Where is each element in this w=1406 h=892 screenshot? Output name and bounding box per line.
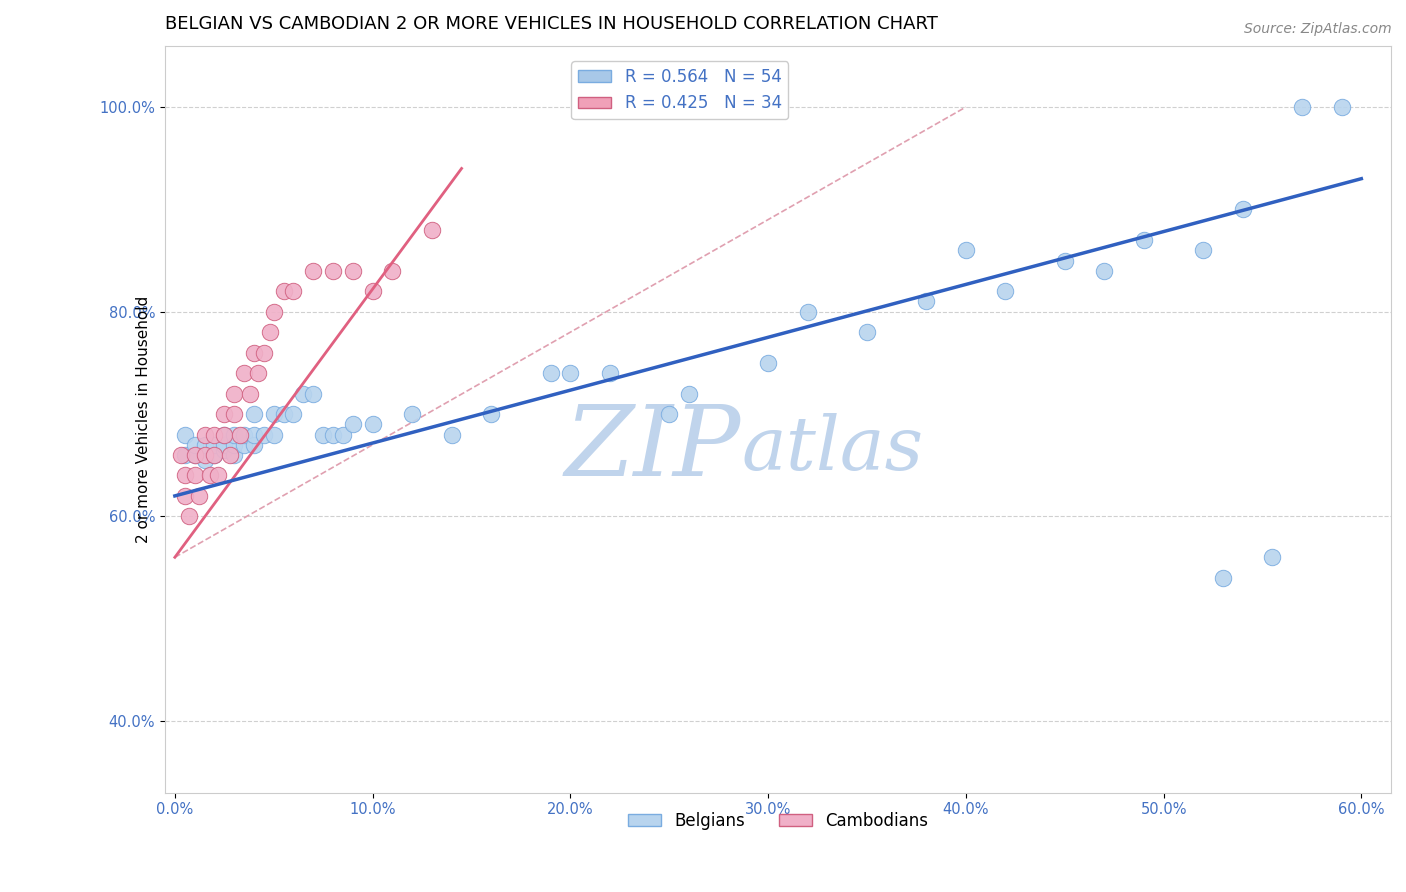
Point — [420, 223, 443, 237]
Point — [322, 427, 344, 442]
Point — [173, 489, 195, 503]
Point — [678, 386, 700, 401]
Text: BELGIAN VS CAMBODIAN 2 OR MORE VEHICLES IN HOUSEHOLD CORRELATION CHART: BELGIAN VS CAMBODIAN 2 OR MORE VEHICLES … — [165, 15, 938, 33]
Point — [214, 442, 236, 457]
Point — [233, 438, 256, 452]
Point — [202, 448, 225, 462]
Point — [955, 244, 977, 258]
Point — [214, 438, 236, 452]
Point — [214, 407, 236, 421]
Point — [263, 407, 285, 421]
Point — [207, 468, 229, 483]
Point — [273, 285, 295, 299]
Point — [1092, 264, 1115, 278]
Point — [302, 264, 325, 278]
Point — [1212, 571, 1234, 585]
Point — [361, 417, 384, 432]
Point — [193, 427, 215, 442]
Text: ZIP: ZIP — [565, 401, 741, 497]
Point — [915, 294, 938, 309]
Point — [173, 468, 195, 483]
Point — [183, 448, 205, 462]
Point — [233, 427, 256, 442]
Point — [177, 509, 200, 524]
Point — [1261, 550, 1284, 565]
Point — [283, 407, 305, 421]
Point — [283, 285, 305, 299]
Point — [173, 427, 195, 442]
Point — [560, 366, 582, 380]
Point — [243, 345, 266, 359]
Point — [246, 366, 269, 380]
Point — [173, 448, 195, 462]
Point — [540, 366, 562, 380]
Point — [219, 448, 242, 462]
Point — [224, 438, 246, 452]
Point — [224, 386, 246, 401]
Point — [1133, 233, 1156, 247]
Point — [183, 468, 205, 483]
Point — [193, 438, 215, 452]
Point — [202, 448, 225, 462]
Point — [243, 407, 266, 421]
Point — [183, 438, 205, 452]
Point — [183, 448, 205, 462]
Point — [239, 386, 262, 401]
Point — [401, 407, 423, 421]
Point — [243, 427, 266, 442]
Point — [381, 264, 404, 278]
Point — [322, 264, 344, 278]
Point — [658, 407, 681, 421]
Point — [224, 427, 246, 442]
Point — [302, 386, 325, 401]
Point — [200, 468, 222, 483]
Point — [796, 304, 818, 318]
Point — [1192, 244, 1215, 258]
Point — [202, 427, 225, 442]
Point — [202, 438, 225, 452]
Point — [273, 407, 295, 421]
Point — [756, 356, 779, 370]
Point — [233, 366, 256, 380]
Point — [856, 325, 879, 339]
Point — [263, 427, 285, 442]
Point — [193, 453, 215, 467]
Point — [259, 325, 281, 339]
Point — [994, 285, 1017, 299]
Point — [1053, 253, 1076, 268]
Point — [263, 304, 285, 318]
Point — [342, 264, 364, 278]
Point — [332, 427, 354, 442]
Text: atlas: atlas — [741, 413, 924, 485]
Point — [253, 427, 276, 442]
Point — [1291, 100, 1313, 114]
Point — [1232, 202, 1254, 217]
Point — [243, 438, 266, 452]
Point — [342, 417, 364, 432]
Y-axis label: 2 or more Vehicles in Household: 2 or more Vehicles in Household — [136, 295, 150, 543]
Point — [312, 427, 335, 442]
Point — [214, 427, 236, 442]
Point — [187, 489, 209, 503]
Point — [170, 448, 193, 462]
Point — [214, 427, 236, 442]
Point — [599, 366, 621, 380]
Point — [253, 345, 276, 359]
Point — [1330, 100, 1353, 114]
Point — [479, 407, 502, 421]
Point — [229, 427, 252, 442]
Point — [224, 407, 246, 421]
Legend: Belgians, Cambodians: Belgians, Cambodians — [621, 805, 935, 837]
Text: Source: ZipAtlas.com: Source: ZipAtlas.com — [1244, 22, 1392, 37]
Point — [193, 448, 215, 462]
Point — [361, 285, 384, 299]
Point — [440, 427, 463, 442]
Point — [224, 448, 246, 462]
Point — [292, 386, 315, 401]
